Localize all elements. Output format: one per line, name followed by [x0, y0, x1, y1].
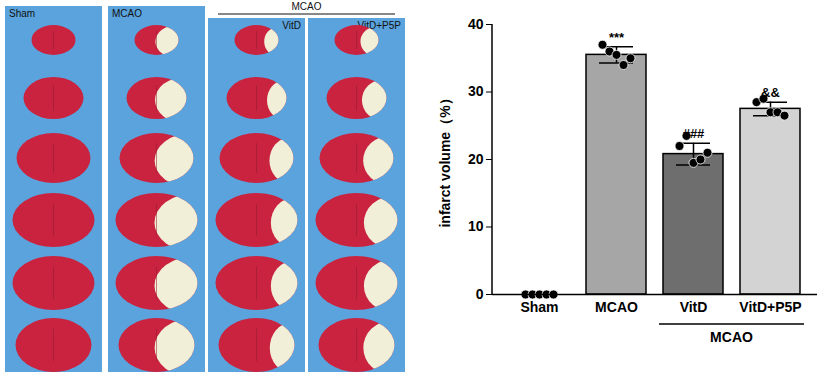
- svg-text:&&: &&: [761, 85, 780, 100]
- svg-text:MCAO: MCAO: [292, 1, 322, 12]
- svg-text:VitD+P5P: VitD+P5P: [357, 20, 401, 31]
- svg-text:40: 40: [468, 16, 484, 32]
- svg-text:infarct volume（%）: infarct volume（%）: [437, 91, 453, 227]
- svg-text:***: ***: [609, 30, 625, 45]
- svg-text:Sham: Sham: [520, 299, 558, 315]
- svg-text:###: ###: [683, 126, 705, 141]
- svg-text:20: 20: [468, 151, 484, 167]
- svg-text:MCAO: MCAO: [710, 329, 753, 345]
- svg-text:MCAO: MCAO: [595, 299, 638, 315]
- svg-text:Sham: Sham: [9, 8, 35, 19]
- svg-text:VitD+P5P: VitD+P5P: [739, 299, 801, 315]
- svg-text:VitD: VitD: [282, 20, 301, 31]
- svg-text:MCAO: MCAO: [112, 8, 142, 19]
- svg-text:10: 10: [468, 218, 484, 234]
- svg-text:VitD: VitD: [680, 299, 708, 315]
- svg-text:0: 0: [476, 286, 484, 302]
- svg-text:30: 30: [468, 83, 484, 99]
